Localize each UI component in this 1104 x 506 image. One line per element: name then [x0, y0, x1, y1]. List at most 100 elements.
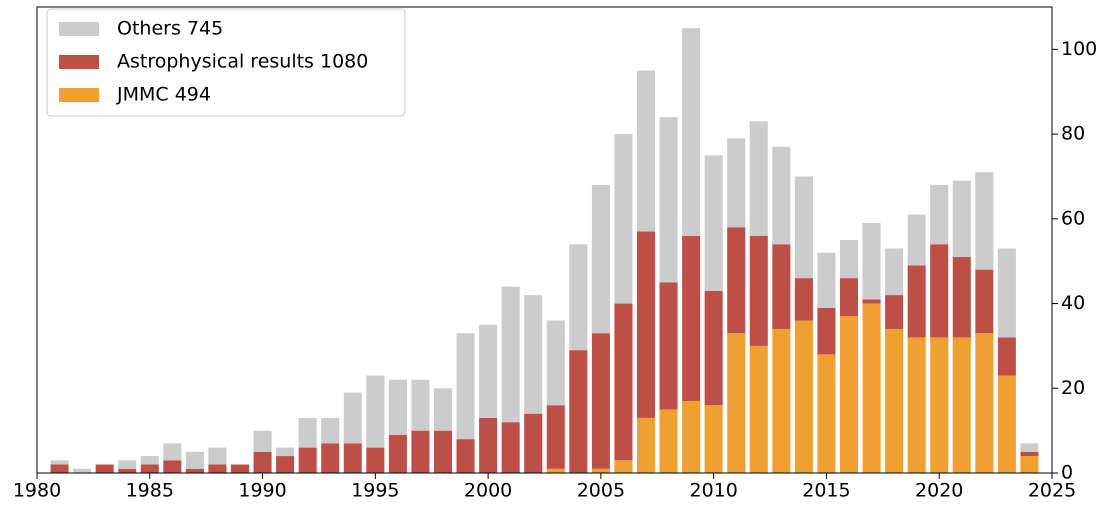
bar-segment	[298, 447, 317, 473]
bar-segment	[727, 227, 746, 334]
bar-segment	[433, 430, 453, 473]
bar-segment	[208, 464, 227, 473]
bar-segment	[975, 269, 994, 334]
bar-segment	[411, 379, 430, 431]
bar-segment	[479, 417, 498, 473]
bar-segment	[975, 172, 994, 270]
bar-segment	[862, 223, 881, 300]
bar-segment	[794, 320, 813, 473]
bar-segment	[501, 422, 520, 473]
x-tick-label: 1980	[13, 480, 61, 502]
bar-segment	[321, 443, 340, 473]
bar-segment	[501, 286, 520, 423]
bar-segment	[140, 456, 159, 465]
legend-box	[46, 8, 406, 117]
bar-segment	[1020, 443, 1039, 452]
bar-segment	[208, 447, 227, 465]
bar-segment	[546, 405, 565, 469]
y-tick-label: 40	[1061, 292, 1085, 314]
bar-segment	[659, 282, 678, 410]
bar-segment	[704, 155, 723, 291]
bar-segment	[185, 468, 204, 473]
bar-segment	[997, 248, 1016, 338]
bar-segment	[253, 430, 272, 452]
bar-segment	[907, 214, 926, 266]
bar-segment	[73, 468, 92, 473]
bar-segment	[772, 244, 791, 329]
legend-label: Others 745	[117, 18, 223, 40]
bar-segment	[862, 303, 881, 473]
bar-segment	[569, 244, 588, 351]
bar-segment	[366, 447, 385, 473]
y-tick-label: 0	[1061, 462, 1073, 484]
bar-segment	[546, 468, 565, 473]
bar-segment	[50, 464, 69, 473]
bar-segment	[952, 180, 971, 257]
bar-segment	[885, 295, 904, 329]
bar-segment	[659, 409, 678, 473]
bar-segment	[636, 417, 656, 473]
legend-swatch	[59, 22, 99, 36]
legend-swatch	[59, 88, 99, 102]
bar-segment	[546, 320, 565, 406]
bar-segment	[276, 456, 295, 473]
bar-segment	[930, 244, 949, 338]
bar-segment	[230, 464, 250, 473]
x-tick-label: 2015	[802, 480, 850, 502]
bar-segment	[524, 413, 543, 473]
plot-frame	[36, 6, 1053, 474]
bar-segment	[253, 451, 272, 473]
bar-segment	[456, 439, 475, 473]
bar-segment	[411, 430, 430, 473]
x-tick-label: 2000	[464, 480, 512, 502]
bar-segment	[839, 278, 859, 317]
bar-segment	[614, 460, 633, 473]
legend-label: JMMC 494	[116, 84, 211, 106]
bar-segment	[772, 146, 791, 245]
bar-segment	[388, 434, 407, 473]
bar-segment	[704, 290, 723, 406]
bar-segment	[366, 375, 385, 448]
bar-segment	[343, 392, 362, 444]
bar-segment	[163, 460, 182, 473]
bar-segment	[794, 176, 813, 279]
bar-segment	[975, 333, 994, 473]
bar-segment	[118, 460, 137, 469]
bar-segment	[614, 134, 633, 304]
bar-segment	[343, 443, 362, 473]
y-tick-label: 60	[1061, 207, 1085, 229]
bar-segment	[433, 388, 453, 431]
bar-segment	[1020, 456, 1039, 473]
bar-segment	[930, 184, 949, 245]
x-tick-label: 2020	[915, 480, 963, 502]
bar-segment	[118, 468, 137, 473]
x-tick-label: 2025	[1028, 480, 1076, 502]
bar-segment	[749, 121, 768, 236]
bar-segment	[1020, 451, 1039, 457]
bar-segment	[817, 307, 836, 355]
bar-segment	[839, 316, 859, 473]
bar-segment	[727, 333, 746, 473]
bar-segment	[772, 328, 791, 473]
bar-segment	[636, 231, 656, 418]
bar-segment	[140, 464, 159, 473]
bar-segment	[727, 138, 746, 228]
y-tick-label: 20	[1061, 377, 1085, 399]
bar-segment	[930, 337, 949, 473]
bar-segment	[95, 464, 114, 473]
bar-segment	[479, 324, 498, 418]
bar-segment	[614, 303, 633, 461]
bar-segment	[321, 417, 340, 444]
bar-segment	[997, 375, 1016, 473]
bar-segment	[862, 299, 881, 304]
bar-segment	[997, 337, 1016, 376]
legend-label: Astrophysical results 1080	[117, 51, 368, 73]
bar-segment	[794, 278, 813, 321]
bar-segment	[952, 337, 971, 473]
bar-segment	[636, 70, 656, 232]
bar-segment	[185, 451, 204, 469]
x-tick-label: 1990	[238, 480, 286, 502]
bar-segment	[682, 28, 701, 236]
bar-segment	[704, 405, 723, 473]
